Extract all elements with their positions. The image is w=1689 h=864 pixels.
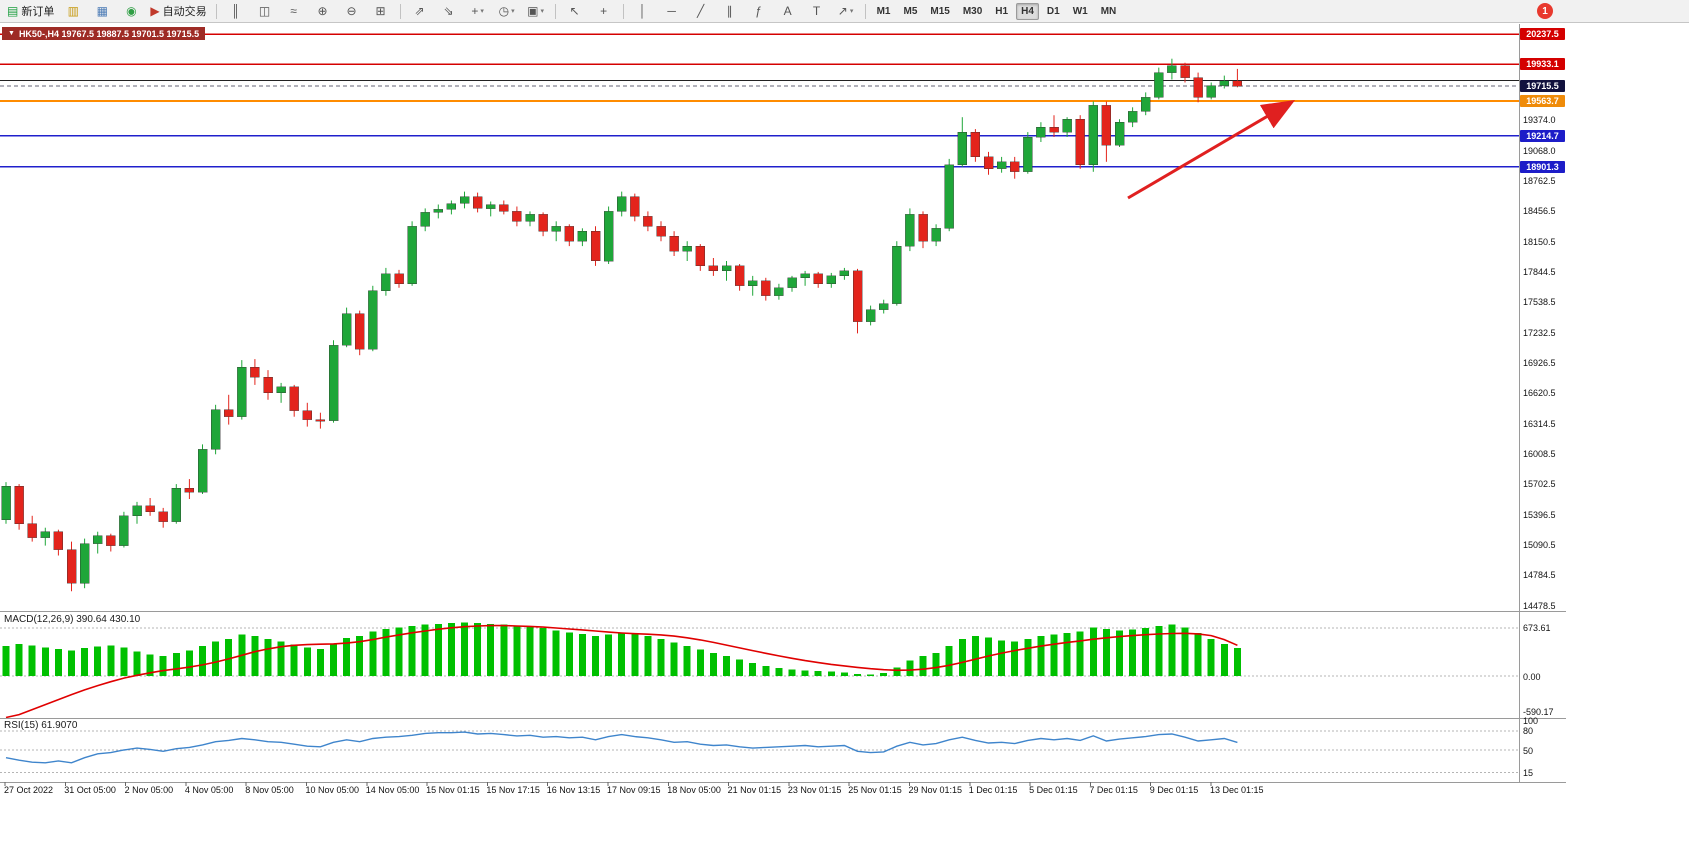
- toolbar-separator: [399, 3, 401, 19]
- indicators-button[interactable]: ⇗: [406, 1, 434, 22]
- template-button[interactable]: ▣ ▾: [522, 1, 550, 22]
- toolbar-separator: [622, 3, 624, 19]
- charts-stack-icon: ▥: [67, 4, 80, 18]
- tile-windows-button[interactable]: ⊞: [367, 1, 395, 22]
- rsi-indicator-label: RSI(15) 61.9070: [4, 720, 78, 731]
- plus-icon: +: [471, 4, 479, 18]
- toolbar: ▤ 新订单 ▥ ▦ ◉ ▶ 自动交易 ║ ◫ ≈ ⊕ ⊖ ⊞ ⇗ ⇘ + ▾ ◷ ▾ ▣ ▾ ↖ + │ ─ ╱ ∥ ƒ A T ↗ ▾ M1 M…: [0, 0, 1689, 23]
- macd-histogram: [2, 622, 1241, 676]
- tile-windows-icon: ⊞: [375, 4, 386, 18]
- text-icon: A: [783, 4, 792, 18]
- crosshair-icon: +: [600, 4, 608, 18]
- template-icon: ▣: [527, 4, 539, 18]
- objects-list-button[interactable]: ⇘: [435, 1, 463, 22]
- toolbar-separator: [554, 3, 556, 19]
- arrows-button[interactable]: ↗ ▾: [832, 1, 860, 22]
- new-chart-button[interactable]: + ▾: [464, 1, 492, 22]
- chart-caption[interactable]: ▼ HK50-,H4 19767.5 19887.5 19701.5 19715…: [2, 27, 206, 40]
- notification-badge[interactable]: 1: [1537, 3, 1553, 19]
- fibonacci-button[interactable]: ƒ: [745, 1, 773, 22]
- timeframe-W1[interactable]: W1: [1072, 5, 1088, 17]
- trendline-icon: ╱: [696, 4, 705, 18]
- indicators-icon: ⇗: [414, 4, 425, 18]
- vertical-line-button[interactable]: │: [629, 1, 657, 22]
- fibonacci-icon: ƒ: [755, 4, 762, 18]
- timeframe-H4[interactable]: H4: [1016, 2, 1039, 20]
- timeframe-M1[interactable]: M1: [876, 5, 891, 17]
- horizontal-line-icon: ─: [667, 4, 676, 18]
- zoom-in-button[interactable]: ⊕: [309, 1, 337, 22]
- candlestick-series: [1, 58, 1243, 592]
- new-order-icon: ▤: [7, 4, 19, 18]
- timeframe-D1[interactable]: D1: [1046, 5, 1060, 17]
- text-button[interactable]: A: [774, 1, 802, 22]
- candlestick-icon: ◫: [258, 4, 271, 18]
- sound-alert-button[interactable]: ◉: [117, 1, 145, 22]
- text-label-button[interactable]: T: [803, 1, 831, 22]
- chart-profile-button[interactable]: ▥: [59, 1, 87, 22]
- macd-pane: [0, 622, 1519, 719]
- clock-icon: ◷: [498, 4, 510, 18]
- line-chart-icon: ≈: [290, 4, 297, 18]
- chevron-down-icon: ▾: [480, 8, 484, 15]
- horizontal-lines[interactable]: [0, 33, 1519, 168]
- chevron-down-icon: ▼: [8, 30, 15, 37]
- timeframe-MN[interactable]: MN: [1100, 5, 1117, 17]
- period-button[interactable]: ◷ ▾: [493, 1, 521, 22]
- chevron-down-icon: ▾: [511, 8, 515, 15]
- channel-icon: ∥: [726, 4, 733, 18]
- macd-indicator-label: MACD(12,26,9) 390.64 430.10: [4, 614, 141, 625]
- macd-signal-line: [5, 624, 1238, 719]
- zoom-in-icon: ⊕: [317, 4, 328, 18]
- line-chart-button[interactable]: ≈: [280, 1, 308, 22]
- cursor-button[interactable]: ↖: [561, 1, 589, 22]
- zoom-out-icon: ⊖: [346, 4, 357, 18]
- toolbar-separator: [215, 3, 217, 19]
- print-button[interactable]: ▦: [88, 1, 116, 22]
- timeframe-M5[interactable]: M5: [903, 5, 918, 17]
- new-order-button[interactable]: ▤ 新订单: [3, 1, 58, 22]
- sound-icon: ◉: [126, 4, 137, 18]
- vertical-line-icon: │: [638, 4, 647, 18]
- timeframe-M30[interactable]: M30: [962, 5, 983, 17]
- bar-chart-button[interactable]: ║: [222, 1, 250, 22]
- text-label-icon: T: [812, 4, 821, 18]
- candlestick-chart-button[interactable]: ◫: [251, 1, 279, 22]
- chevron-down-icon: ▾: [540, 8, 544, 15]
- horizontal-line-button[interactable]: ─: [658, 1, 686, 22]
- new-order-button-label: 新订单: [21, 6, 55, 18]
- autotrading-icon: ▶: [150, 4, 160, 18]
- bar-chart-icon: ║: [231, 4, 240, 18]
- trendline-button[interactable]: ╱: [687, 1, 715, 22]
- printer-icon: ▦: [96, 4, 109, 18]
- chart-caption-text: HK50-,H4 19767.5 19887.5 19701.5 19715.5: [18, 28, 200, 39]
- rsi-line: [5, 731, 1238, 764]
- timeframe-M15[interactable]: M15: [930, 5, 950, 17]
- chevron-down-icon: ▾: [849, 8, 854, 15]
- channel-button[interactable]: ∥: [716, 1, 744, 22]
- autotrading-button-label: 自动交易: [162, 6, 207, 18]
- arrow-icon: ↗: [837, 4, 848, 18]
- pane-separators[interactable]: [0, 24, 1566, 786]
- autotrading-button[interactable]: ▶ 自动交易: [146, 1, 210, 22]
- crosshair-button[interactable]: +: [590, 1, 618, 22]
- timeframe-H1[interactable]: H1: [995, 5, 1009, 17]
- toolbar-separator: [864, 3, 866, 19]
- rsi-pane: [0, 730, 1519, 773]
- objects-list-icon: ⇘: [443, 4, 454, 18]
- cursor-icon: ↖: [569, 4, 580, 18]
- trend-arrow-annotation[interactable]: [1127, 99, 1296, 200]
- zoom-out-button[interactable]: ⊖: [338, 1, 366, 22]
